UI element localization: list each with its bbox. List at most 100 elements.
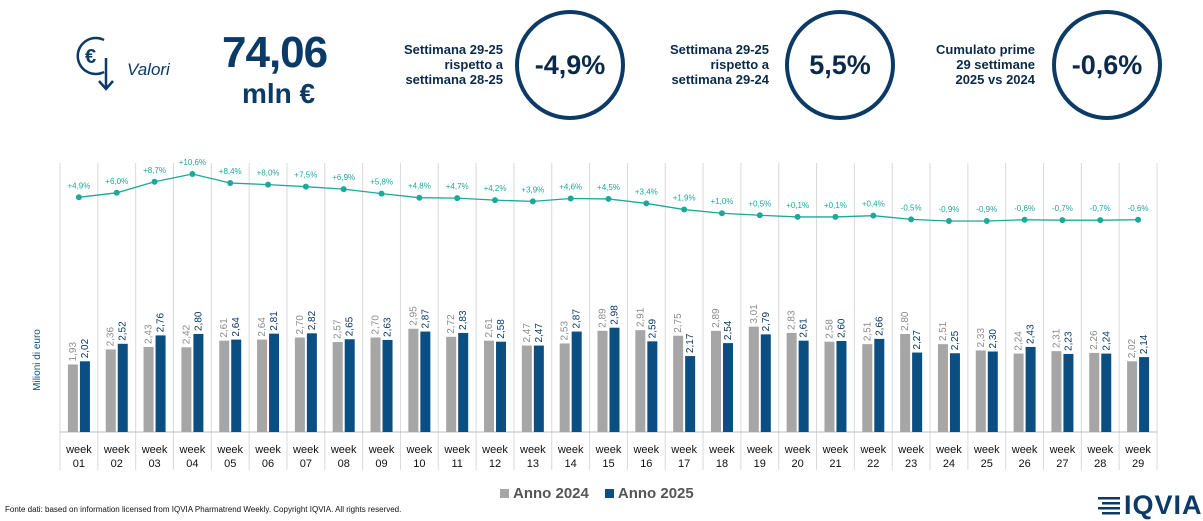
growth-label: +7,5% xyxy=(294,171,317,180)
growth-point xyxy=(340,186,347,193)
bar-2024-week-12 xyxy=(484,340,495,432)
data-label-2025: 2,60 xyxy=(836,318,847,338)
bar-2024-week-2 xyxy=(105,349,116,432)
growth-label: +4,7% xyxy=(446,182,469,191)
x-tick-label: week xyxy=(935,444,962,456)
growth-label: -0,9% xyxy=(976,205,997,214)
data-label-2025: 2,87 xyxy=(572,309,583,329)
data-label-2024: 2,43 xyxy=(144,324,155,344)
growth-label: +5,8% xyxy=(370,178,393,187)
x-tick-label: week xyxy=(1086,444,1113,456)
bar-2024-week-26 xyxy=(1013,353,1024,432)
data-label-2024: 2,75 xyxy=(673,313,684,333)
x-tick-label: 04 xyxy=(186,458,198,470)
growth-point xyxy=(832,213,839,220)
total-unit: mln € xyxy=(242,78,316,109)
kpi-1-line-1: Settimana 29-25 xyxy=(404,42,503,57)
bar-2025-week-14 xyxy=(571,331,582,432)
x-tick-label: 05 xyxy=(224,458,236,470)
bar-2025-week-6 xyxy=(269,333,280,432)
valori-label: Valori xyxy=(127,60,170,79)
euro-icon: € xyxy=(66,28,126,94)
kpi-1-value: -4,9% xyxy=(534,49,606,80)
data-label-2024: 2,51 xyxy=(862,321,873,341)
bar-2024-week-24 xyxy=(937,344,948,432)
x-tick-label: 02 xyxy=(111,458,123,470)
svg-text:€: € xyxy=(85,46,96,68)
data-label-2025: 2,43 xyxy=(1026,324,1037,344)
bar-2024-week-4 xyxy=(181,347,192,432)
kpi-2-circle: 5,5% xyxy=(785,10,895,120)
data-label-2024: 2,31 xyxy=(1051,328,1062,348)
growth-label: +8,7% xyxy=(143,166,166,175)
x-tick-label: week xyxy=(897,444,924,456)
kpi-3-line-3: 2025 vs 2024 xyxy=(955,72,1035,87)
x-tick-label: 14 xyxy=(565,458,577,470)
growth-label: +1,9% xyxy=(673,194,696,203)
growth-point xyxy=(75,194,82,201)
x-tick-label: week xyxy=(368,444,395,456)
bar-2025-week-18 xyxy=(722,343,733,432)
data-label-2025: 2,98 xyxy=(610,305,621,325)
data-label-2024: 2,26 xyxy=(1089,330,1100,350)
growth-label: -0,9% xyxy=(938,205,959,214)
bar-2024-week-22 xyxy=(862,344,873,432)
bar-2025-week-8 xyxy=(344,339,355,432)
legend-label-2024: Anno 2024 xyxy=(513,485,589,502)
bar-2024-week-14 xyxy=(559,343,570,432)
x-tick-label: week xyxy=(822,444,849,456)
growth-point xyxy=(113,189,120,196)
x-tick-label: week xyxy=(746,444,773,456)
x-tick-label: week xyxy=(1011,444,1038,456)
data-label-2025: 2,54 xyxy=(723,320,734,340)
kpi-1-line-2: rispetto a xyxy=(444,57,503,72)
bar-2024-week-8 xyxy=(332,342,343,432)
data-label-2024: 2,64 xyxy=(257,317,268,337)
growth-label: +6,0% xyxy=(105,177,128,186)
growth-label: -0,7% xyxy=(1052,204,1073,213)
growth-point xyxy=(529,198,536,205)
x-tick-label: 28 xyxy=(1094,458,1106,470)
kpi-3-label: Cumulato prime 29 settimane 2025 vs 2024 xyxy=(885,42,1035,87)
x-tick-label: 01 xyxy=(73,458,85,470)
bar-2024-week-16 xyxy=(635,330,646,432)
x-tick-label: week xyxy=(254,444,281,456)
bar-2024-week-21 xyxy=(824,341,835,432)
growth-label: +4,2% xyxy=(484,184,507,193)
kpi-2-label: Settimana 29-25 rispetto a settimana 29-… xyxy=(619,42,769,87)
data-label-2024: 2,33 xyxy=(976,328,987,348)
growth-point xyxy=(794,213,801,220)
iqvia-logo: IQVIA xyxy=(1098,490,1203,521)
x-tick-label: week xyxy=(103,444,130,456)
data-label-2024: 2,89 xyxy=(711,308,722,328)
x-tick-label: week xyxy=(632,444,659,456)
data-label-2025: 2,23 xyxy=(1063,331,1074,351)
growth-label: +3,4% xyxy=(635,187,658,196)
growth-label: +0,4% xyxy=(862,200,885,209)
x-tick-label: week xyxy=(65,444,92,456)
legend-label-2025: Anno 2025 xyxy=(617,485,694,502)
kpi-3-value: -0,6% xyxy=(1071,49,1143,80)
bar-2025-week-5 xyxy=(231,339,242,432)
data-label-2025: 2,61 xyxy=(799,318,810,338)
bar-2025-week-10 xyxy=(420,331,431,432)
bar-2024-week-15 xyxy=(597,330,608,432)
bar-2024-week-5 xyxy=(219,340,230,432)
bar-2025-week-28 xyxy=(1101,353,1112,432)
x-tick-label: week xyxy=(784,444,811,456)
kpi-2-line-2: rispetto a xyxy=(710,57,769,72)
data-label-2025: 2,64 xyxy=(231,317,242,337)
bar-2024-week-10 xyxy=(408,328,419,432)
iqvia-logo-text: IQVIA xyxy=(1124,490,1203,520)
x-tick-label: 23 xyxy=(905,458,917,470)
data-label-2025: 2,27 xyxy=(912,330,923,350)
bar-2025-week-25 xyxy=(987,351,998,432)
bar-2025-week-23 xyxy=(912,352,923,432)
x-tick-label: 26 xyxy=(1018,458,1030,470)
data-label-2025: 2,76 xyxy=(156,312,167,332)
growth-label: -0,5% xyxy=(901,203,922,212)
growth-point xyxy=(983,218,990,224)
data-label-2024: 2,42 xyxy=(181,324,192,344)
x-tick-label: 12 xyxy=(489,458,501,470)
bar-2025-week-17 xyxy=(685,356,696,432)
